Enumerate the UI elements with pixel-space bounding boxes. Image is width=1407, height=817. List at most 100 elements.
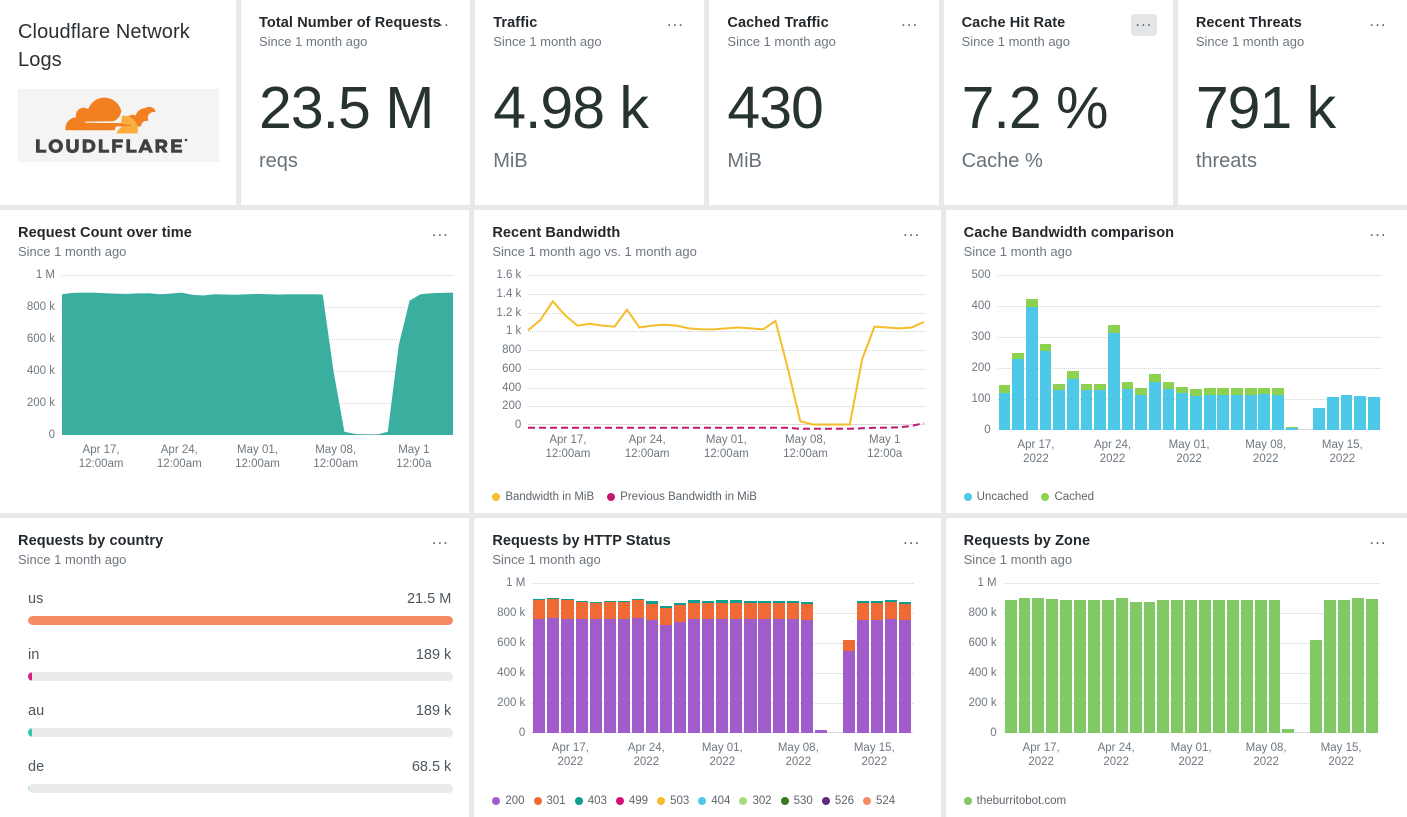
bar-column[interactable] [1087, 583, 1100, 734]
legend-item[interactable]: 403 [574, 795, 607, 807]
bar-column[interactable] [1203, 275, 1216, 431]
bar-column[interactable] [617, 583, 630, 734]
bar-column[interactable] [1190, 275, 1202, 431]
bar-column[interactable] [1121, 275, 1134, 431]
bar-column[interactable] [1272, 275, 1284, 431]
bar-column[interactable] [998, 275, 1011, 431]
bar-column[interactable] [1094, 275, 1107, 431]
kebab-menu-icon[interactable]: ... [432, 11, 450, 31]
legend-item[interactable]: theburritobot.com [963, 795, 1066, 807]
bar-column[interactable] [1199, 583, 1211, 734]
bar-column[interactable] [1149, 275, 1161, 431]
request-count-area-chart[interactable]: 0 200 k 400 k 600 k 800 k 1 M Apr 17, 12:00am Ap… [27, 269, 454, 470]
legend-item[interactable]: 503 [657, 795, 689, 807]
bar-column[interactable] [1135, 275, 1148, 431]
legend-item[interactable]: 404 [698, 795, 730, 807]
bar-column[interactable] [1162, 275, 1175, 431]
bar-column[interactable] [1340, 275, 1353, 431]
bar-column[interactable] [1282, 583, 1295, 734]
recent-bandwidth-line-chart[interactable]: 0 200 400 600 800 1 k 1.2 k 1.4 k 1.6 k Apr 17, 12… [496, 269, 925, 460]
bar-column[interactable] [857, 583, 870, 734]
bar-column[interactable] [1226, 583, 1239, 734]
bar-column[interactable] [1367, 275, 1380, 431]
bar-column[interactable] [1157, 583, 1170, 734]
bar-column[interactable] [730, 583, 743, 734]
bar-column[interactable] [659, 583, 673, 734]
bar-column[interactable] [589, 583, 602, 734]
bar-column[interactable] [547, 583, 560, 734]
bar-column[interactable] [1080, 275, 1093, 431]
kebab-menu-icon[interactable]: ... [1369, 529, 1387, 549]
kebab-menu-icon[interactable]: ... [1369, 221, 1387, 241]
bar-column[interactable] [1296, 583, 1308, 733]
bar-column[interactable] [1171, 583, 1184, 734]
bar-column[interactable] [1231, 275, 1243, 431]
bar-column[interactable] [561, 583, 574, 734]
bar-column[interactable] [575, 583, 588, 734]
bar-column[interactable] [645, 583, 658, 734]
bar-column[interactable] [1300, 275, 1312, 430]
kebab-menu-icon[interactable]: ... [903, 529, 921, 549]
bar-column[interactable] [631, 583, 644, 734]
legend-item[interactable]: 302 [739, 795, 772, 807]
bar-column[interactable] [1240, 583, 1253, 734]
country-row[interactable]: au 189 k [18, 703, 454, 738]
http-status-bar-chart[interactable]: 0 200 k 400 k 600 k 800 k 1 M Apr 17, 2022 Apr 2… [497, 577, 913, 768]
kebab-menu-icon[interactable]: ... [431, 221, 449, 241]
bar-column[interactable] [716, 583, 729, 734]
bar-column[interactable] [1326, 275, 1339, 431]
country-row[interactable]: in 189 k [18, 647, 454, 682]
bar-column[interactable] [603, 583, 616, 734]
bar-column[interactable] [1039, 275, 1052, 431]
bar-column[interactable] [842, 583, 856, 734]
bar-column[interactable] [1066, 275, 1079, 431]
bar-column[interactable] [829, 583, 841, 733]
legend-item[interactable]: 530 [780, 795, 813, 807]
kebab-menu-icon[interactable]: ... [903, 221, 921, 241]
bar-column[interactable] [1143, 583, 1156, 734]
bar-column[interactable] [1060, 583, 1073, 734]
bar-column[interactable] [1025, 275, 1038, 431]
kebab-menu-icon[interactable]: ... [431, 529, 449, 549]
legend-item[interactable]: Uncached [963, 491, 1028, 503]
bar-column[interactable] [1324, 583, 1336, 734]
bar-column[interactable] [1337, 583, 1350, 734]
bar-column[interactable] [1101, 583, 1114, 734]
bar-column[interactable] [786, 583, 799, 734]
bar-column[interactable] [1354, 275, 1366, 431]
legend-item[interactable]: Bandwidth in MiB [492, 491, 594, 503]
kebab-menu-icon[interactable]: ... [901, 11, 919, 31]
bar-column[interactable] [1129, 583, 1142, 734]
bar-column[interactable] [1365, 583, 1378, 734]
bar-column[interactable] [1032, 583, 1045, 734]
legend-item[interactable]: 499 [615, 795, 648, 807]
legend-item[interactable]: 524 [863, 795, 895, 807]
bar-column[interactable] [1074, 583, 1086, 734]
bar-column[interactable] [1310, 583, 1323, 734]
bar-column[interactable] [1108, 275, 1120, 431]
legend-item[interactable]: Previous Bandwidth in MiB [607, 491, 757, 503]
kebab-menu-icon[interactable]: ... [1369, 11, 1387, 31]
kebab-menu-icon[interactable]: ... [1130, 12, 1157, 36]
bar-column[interactable] [1115, 583, 1128, 734]
bar-column[interactable] [702, 583, 715, 734]
legend-item[interactable]: 526 [821, 795, 854, 807]
bar-column[interactable] [772, 583, 785, 734]
kebab-menu-icon[interactable]: ... [666, 11, 684, 31]
legend-item[interactable]: 301 [533, 795, 566, 807]
bar-column[interactable] [1285, 275, 1298, 431]
zone-bar-chart[interactable]: 0 200 k 400 k 600 k 800 k 1 M Apr 17, 2022 Apr 2… [969, 577, 1379, 768]
bar-column[interactable] [1176, 275, 1189, 431]
bar-column[interactable] [1313, 275, 1325, 431]
country-row[interactable]: us 21.5 M [18, 591, 454, 626]
legend-item[interactable]: 200 [492, 795, 525, 807]
bar-column[interactable] [758, 583, 771, 734]
bar-column[interactable] [1212, 583, 1225, 734]
bar-column[interactable] [899, 583, 912, 734]
bar-column[interactable] [1018, 583, 1031, 734]
bar-column[interactable] [1012, 275, 1025, 431]
bar-column[interactable] [533, 583, 546, 734]
bar-column[interactable] [1185, 583, 1198, 734]
bar-column[interactable] [1217, 275, 1230, 431]
bar-column[interactable] [871, 583, 884, 734]
